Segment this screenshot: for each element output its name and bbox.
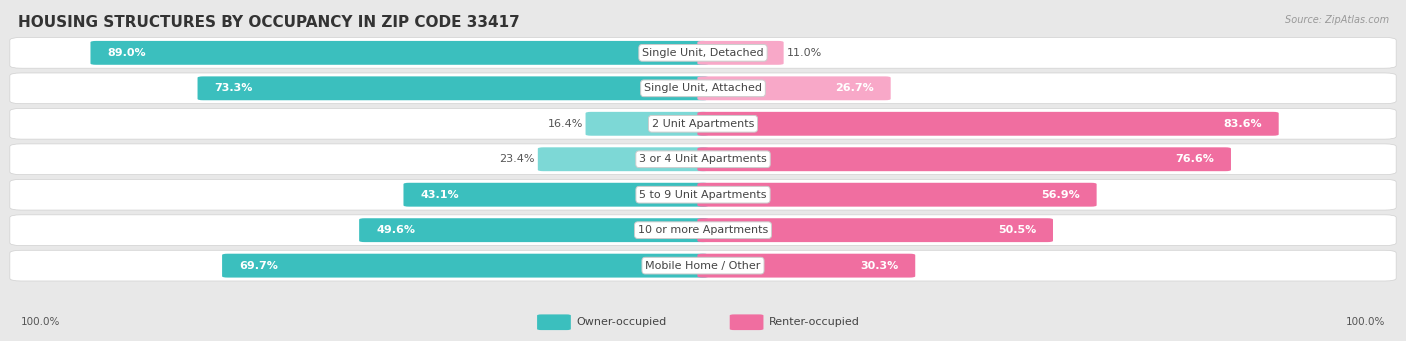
Text: Mobile Home / Other: Mobile Home / Other [645, 261, 761, 271]
Text: 11.0%: 11.0% [786, 48, 821, 58]
Text: Owner-occupied: Owner-occupied [576, 317, 666, 327]
Text: 23.4%: 23.4% [499, 154, 536, 164]
FancyBboxPatch shape [10, 144, 1396, 175]
Text: HOUSING STRUCTURES BY OCCUPANCY IN ZIP CODE 33417: HOUSING STRUCTURES BY OCCUPANCY IN ZIP C… [18, 15, 520, 30]
FancyBboxPatch shape [10, 73, 1396, 104]
FancyBboxPatch shape [730, 314, 763, 330]
Text: 26.7%: 26.7% [835, 83, 873, 93]
FancyBboxPatch shape [697, 76, 890, 100]
Text: 49.6%: 49.6% [375, 225, 415, 235]
Text: 73.3%: 73.3% [214, 83, 253, 93]
Text: 50.5%: 50.5% [998, 225, 1036, 235]
Text: 10 or more Apartments: 10 or more Apartments [638, 225, 768, 235]
Text: Single Unit, Attached: Single Unit, Attached [644, 83, 762, 93]
Text: 100.0%: 100.0% [1346, 317, 1385, 327]
FancyBboxPatch shape [10, 38, 1396, 68]
Text: Single Unit, Detached: Single Unit, Detached [643, 48, 763, 58]
FancyBboxPatch shape [538, 147, 709, 171]
Text: 3 or 4 Unit Apartments: 3 or 4 Unit Apartments [640, 154, 766, 164]
FancyBboxPatch shape [697, 218, 1053, 242]
FancyBboxPatch shape [359, 218, 709, 242]
Text: 30.3%: 30.3% [860, 261, 898, 271]
Text: 2 Unit Apartments: 2 Unit Apartments [652, 119, 754, 129]
FancyBboxPatch shape [197, 76, 709, 100]
Text: 43.1%: 43.1% [420, 190, 458, 200]
Text: Renter-occupied: Renter-occupied [769, 317, 860, 327]
FancyBboxPatch shape [585, 112, 709, 136]
FancyBboxPatch shape [10, 250, 1396, 281]
FancyBboxPatch shape [10, 108, 1396, 139]
FancyBboxPatch shape [697, 41, 783, 65]
Text: 89.0%: 89.0% [107, 48, 146, 58]
FancyBboxPatch shape [697, 147, 1232, 171]
FancyBboxPatch shape [10, 215, 1396, 246]
Text: 100.0%: 100.0% [21, 317, 60, 327]
FancyBboxPatch shape [222, 254, 709, 278]
Text: 5 to 9 Unit Apartments: 5 to 9 Unit Apartments [640, 190, 766, 200]
Text: 76.6%: 76.6% [1175, 154, 1215, 164]
Text: 16.4%: 16.4% [547, 119, 582, 129]
FancyBboxPatch shape [10, 179, 1396, 210]
FancyBboxPatch shape [697, 183, 1097, 207]
FancyBboxPatch shape [537, 314, 571, 330]
FancyBboxPatch shape [697, 254, 915, 278]
FancyBboxPatch shape [90, 41, 709, 65]
FancyBboxPatch shape [697, 112, 1278, 136]
Text: Source: ZipAtlas.com: Source: ZipAtlas.com [1285, 15, 1389, 25]
Text: 69.7%: 69.7% [239, 261, 278, 271]
Text: 83.6%: 83.6% [1223, 119, 1261, 129]
Text: 56.9%: 56.9% [1040, 190, 1080, 200]
FancyBboxPatch shape [404, 183, 709, 207]
